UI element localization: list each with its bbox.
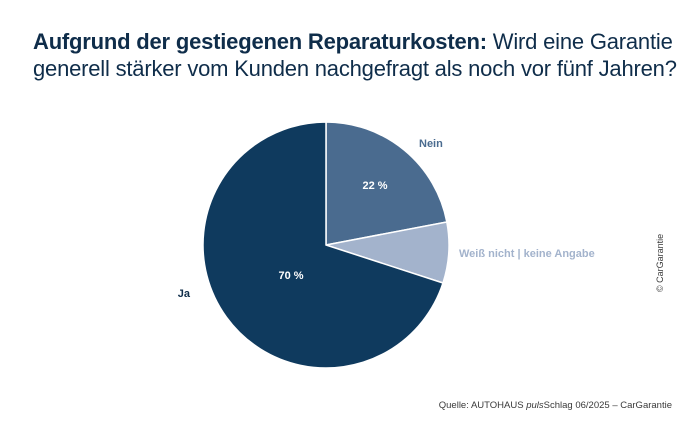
chart-title-bold: Aufgrund der gestiegenen Reparaturkosten… [33, 29, 487, 54]
source-prefix: Quelle: AUTOHAUS [438, 400, 527, 411]
source-note: Quelle: AUTOHAUS pulsSchlag 06/2025 – Ca… [439, 400, 672, 411]
slice-label-1: Nein [419, 138, 443, 150]
pie-slices [202, 121, 450, 369]
pie-labels: Nein 22 % Weiß nicht | keine Angabe Ja 70 % [178, 138, 595, 300]
slice-value-label-3: 70 % [278, 270, 303, 282]
source-italic: puls [526, 400, 544, 411]
chart-title: Aufgrund der gestiegenen Reparaturkosten… [33, 28, 683, 82]
pie-slice-3 [202, 121, 444, 369]
chart-title-question: Wird eine Garantie generell stärker vom … [33, 29, 677, 81]
slice-label-2: Weiß nicht | keine Angabe [459, 248, 595, 260]
source-suffix: Schlag 06/2025 – CarGarantie [543, 400, 672, 411]
pie-slice-1 [325, 121, 448, 246]
slice-value-label-1: 22 % [362, 180, 387, 192]
slice-label-3: Ja [178, 288, 191, 300]
copyright-note: © CarGarantie [655, 233, 665, 292]
